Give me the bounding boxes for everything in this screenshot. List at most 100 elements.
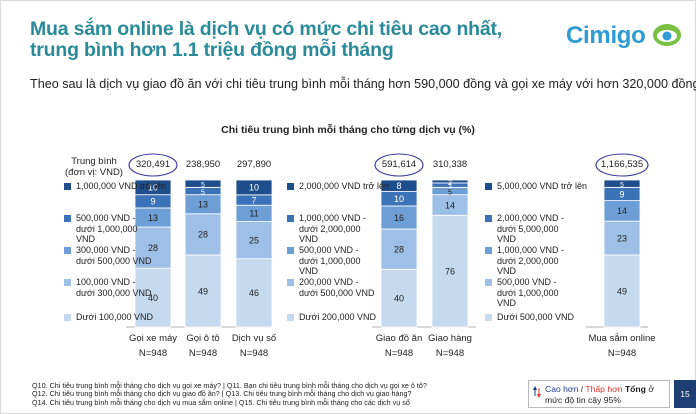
bar-value-label: 5 [620, 182, 624, 189]
logo-wordmark: Cimigo [566, 22, 646, 49]
legend-swatch [64, 246, 71, 254]
footnotes: Q10. Chi tiêu trung bình mỗi tháng cho d… [32, 381, 492, 407]
legend-item: 500,000 VND - dưới 1,000,000 VND [287, 245, 379, 277]
average-value: 320,491 [135, 159, 171, 170]
bar-segment [235, 179, 273, 196]
bar-value-label: 28 [148, 243, 158, 253]
legend-label: 500,000 VND - dưới 1,000,000 VND [497, 277, 559, 308]
average-highlight-ellipse [128, 153, 178, 177]
legend-label: 1,000,000 VND - dưới 2,000,000 VND [299, 213, 367, 244]
category-label: Gọi ô tô [186, 333, 220, 344]
legend-item: 1,000,000 VND - dưới 2,000,000 VND [485, 245, 577, 277]
footnote-line: Q12. Chi tiêu trung bình mỗi tháng cho d… [32, 389, 412, 399]
legend-label: 2,000,000 VND trở lên [299, 181, 389, 191]
legend-swatch [485, 313, 492, 321]
cimigo-logo: Cimigo [566, 20, 686, 54]
average-highlight-ellipse [374, 153, 424, 177]
legend-swatch [64, 182, 71, 190]
legend-item: 2,000,000 VND - dưới 5,000,000 VND [485, 213, 577, 245]
legend-swatch [64, 278, 71, 286]
legend-item: Dưới 100,000 VND [64, 312, 156, 323]
bar-segment [380, 268, 418, 328]
legend-swatch [485, 278, 492, 286]
bar-segment [380, 179, 418, 192]
bar-value-label: 13 [198, 200, 208, 210]
legend-swatch [64, 214, 71, 222]
bar-segment [134, 179, 172, 196]
bar-value-label: 8 [396, 181, 401, 191]
bar-segment [380, 228, 418, 270]
significance-lower: Thấp hơn [585, 384, 623, 394]
significance-legend: Cao hơn / Thấp hơn Tổng ở mức độ tin cậy… [528, 380, 670, 408]
bar-segment [184, 213, 222, 256]
category-label: Giao hàng [428, 333, 472, 344]
bar-value-label: 16 [394, 213, 404, 223]
sample-size-label: N=948 [138, 348, 168, 359]
bar-value-label: 76 [445, 266, 455, 276]
category-label: Gọi xe máy [128, 333, 178, 344]
chart-title: Chi tiêu trung bình mỗi tháng cho từng d… [221, 124, 475, 136]
legend-swatch [485, 182, 492, 190]
sample-size-label: N=948 [239, 348, 269, 359]
bar-segment [431, 179, 469, 184]
sample-size-label: N=948 [384, 348, 414, 359]
bar-value-label: 28 [198, 230, 208, 240]
bar-segment [603, 179, 641, 188]
significance-total: Tổng [624, 384, 646, 394]
bar-value-label: 2 [448, 180, 452, 187]
legend-item: Dưới 200,000 VND [287, 312, 379, 323]
bar-value-label: 13 [148, 213, 158, 223]
legend-label: 5,000,000 VND trở lên [497, 181, 587, 191]
average-value: 591,614 [381, 159, 417, 170]
bar-value-label: 3 [448, 183, 452, 190]
significance-text: Cao hơn / Thấp hơn Tổng ở mức độ tin cậy… [545, 384, 654, 405]
bar-value-label: 28 [394, 244, 404, 254]
bar-value-label: 5 [201, 182, 205, 189]
legend-label: 500,000 VND - dưới 1,000,000 VND [299, 245, 361, 276]
legend-item: 500,000 VND - dưới 1,000,000 VND [485, 277, 577, 309]
bar-value-label: 25 [249, 235, 259, 245]
legend-swatch [287, 278, 294, 286]
significance-separator: / [580, 384, 586, 394]
bar-segment [184, 254, 222, 328]
bar-value-label: 14 [445, 200, 455, 210]
significance-suffix: ở [648, 384, 654, 394]
legend-item: 100,000 VND - dưới 300,000 VND [64, 277, 156, 298]
legend-swatch [287, 313, 294, 321]
average-row-label: Trung bình (đơn vị: VND) [64, 156, 124, 178]
bar-segment [134, 226, 172, 269]
legend-label: 100,000 VND - dưới 300,000 VND [76, 277, 152, 298]
legend-item: Dưới 500,000 VND [485, 312, 577, 323]
sample-size-label: N=948 [607, 348, 637, 359]
average-value: 310,338 [432, 159, 468, 170]
average-value: 297,890 [236, 159, 272, 170]
legend-label: Dưới 200,000 VND [299, 312, 376, 322]
average-value: 238,950 [185, 159, 221, 170]
footnote-line: Q10. Chi tiêu trung bình mỗi tháng cho d… [32, 381, 427, 390]
legend-swatch [485, 214, 492, 222]
legend-label: 500,000 VND - dưới 1,000,000 VND [76, 213, 138, 244]
bar-value-label: 9 [619, 189, 624, 199]
slide-subtitle: Theo sau là dịch vụ giao đồ ăn với chi t… [30, 77, 696, 91]
bar-value-label: 49 [617, 286, 627, 296]
legend-item: 200,000 VND - dưới 500,000 VND [287, 277, 379, 298]
up-down-arrow-icon [533, 386, 541, 398]
footnote-line: Q14. Chi tiêu trung bình mỗi tháng cho d… [32, 397, 410, 407]
bar-value-label: 9 [150, 197, 155, 207]
legend-label: Dưới 100,000 VND [76, 312, 153, 322]
bar-value-label: 14 [617, 206, 627, 216]
average-label-line1: Trung bình [71, 156, 117, 167]
sample-size-label: N=948 [435, 348, 465, 359]
legend-label: 1,000,000 VND - dưới 2,000,000 VND [497, 245, 565, 276]
bar-value-label: 10 [249, 183, 259, 193]
average-label-line2: (đơn vị: VND) [65, 167, 123, 178]
legend-swatch [64, 313, 71, 321]
bar-value-label: 10 [148, 183, 158, 193]
legend-label: 300,000 VND - dưới 500,000 VND [76, 245, 152, 266]
bar-segment [431, 214, 469, 328]
bar-value-label: 10 [394, 194, 404, 204]
bar-value-label: 5 [448, 189, 452, 196]
category-label: Giao đồ ăn [375, 333, 423, 344]
bar-segment [603, 220, 641, 256]
